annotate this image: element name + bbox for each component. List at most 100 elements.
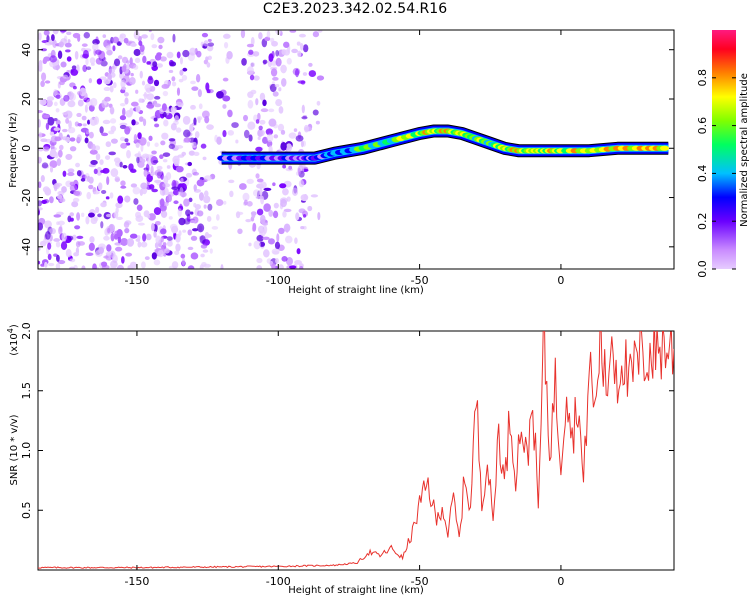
speckle-dot xyxy=(256,234,264,242)
speckle-dot xyxy=(130,183,138,188)
speckle-dot xyxy=(113,157,121,163)
speckle-dot xyxy=(307,205,313,212)
speckle-dot xyxy=(263,203,271,212)
speckle-dot xyxy=(76,134,82,142)
speckle-dot xyxy=(61,232,67,242)
speckle-dot xyxy=(204,233,212,238)
speckle-dot xyxy=(100,202,107,208)
speckle-dot xyxy=(256,208,264,216)
speckle-dot xyxy=(114,242,122,246)
speckle-dot xyxy=(226,50,233,60)
speckle-dot xyxy=(65,49,71,53)
speckle-dot xyxy=(138,222,145,226)
speckle-dot xyxy=(183,129,191,138)
speckle-dot xyxy=(133,48,141,57)
speckle-dot xyxy=(58,41,64,48)
speckle-dot xyxy=(192,171,200,176)
speckle-dot xyxy=(48,262,55,267)
colorbar-tick-label: 0.8 xyxy=(696,69,709,87)
speckle-dot xyxy=(259,181,267,189)
speckle-dot xyxy=(108,68,116,74)
speckle-dot xyxy=(90,143,96,151)
speckle-dot xyxy=(38,59,43,69)
speckle-dot xyxy=(299,42,304,51)
speckle-dot xyxy=(130,72,134,77)
speckle-dot xyxy=(104,96,111,102)
speckle-dot xyxy=(122,107,126,117)
speckle-dot xyxy=(120,238,129,246)
speckle-dot xyxy=(189,47,197,56)
speckle-dot xyxy=(154,103,162,108)
speckle-dot xyxy=(252,51,260,57)
speckle-dot xyxy=(110,125,117,132)
speckle-dot xyxy=(38,32,42,41)
speckle-dot xyxy=(222,95,231,102)
speckle-dot xyxy=(270,68,278,77)
speckle-dot xyxy=(200,143,207,149)
speckle-dot xyxy=(190,220,196,224)
speckle-dot xyxy=(181,74,188,81)
bottom-ytick-label: 0.5 xyxy=(20,502,33,520)
speckle-dot xyxy=(100,261,108,267)
speckle-dot xyxy=(190,104,196,110)
speckle-dot xyxy=(77,241,86,246)
speckle-dot xyxy=(245,218,252,223)
speckle-dot xyxy=(182,49,190,58)
speckle-dot xyxy=(124,97,129,105)
speckle-dot xyxy=(55,94,61,99)
speckle-dot xyxy=(156,165,163,170)
speckle-dot xyxy=(293,128,298,132)
speckle-dot xyxy=(103,78,111,85)
speckle-dot xyxy=(172,189,180,196)
speckle-dot xyxy=(89,131,94,139)
speckle-dot xyxy=(251,213,256,219)
speckle-dot xyxy=(86,191,92,200)
speckle-dot xyxy=(297,167,301,175)
speckle-dot xyxy=(223,33,231,39)
speckle-dot xyxy=(176,51,181,59)
speckle-dot xyxy=(260,228,266,237)
speckle-dot xyxy=(247,91,254,99)
speckle-dot xyxy=(229,190,234,198)
speckle-dot xyxy=(259,187,263,197)
speckle-dot xyxy=(201,32,209,38)
speckle-dot xyxy=(57,220,65,226)
speckle-dot xyxy=(295,135,304,142)
speckle-dot xyxy=(96,166,103,176)
speckle-dot xyxy=(196,50,202,58)
speckle-dot xyxy=(235,139,239,144)
speckle-dot xyxy=(45,99,53,108)
speckle-dot xyxy=(55,119,61,126)
speckle-dot xyxy=(151,188,159,193)
speckle-dot xyxy=(257,112,261,121)
speckle-dot xyxy=(188,150,195,156)
speckle-dot xyxy=(59,197,66,203)
speckle-dot xyxy=(38,200,42,207)
speckle-dot xyxy=(308,70,317,77)
speckle-dot xyxy=(285,235,293,244)
speckle-dot xyxy=(117,195,124,204)
speckle-dot xyxy=(144,83,152,92)
speckle-dot xyxy=(169,61,177,67)
bottom-ytick-label: 2.0 xyxy=(20,322,33,340)
speckle-dot xyxy=(316,75,325,81)
speckle-dot xyxy=(190,235,198,241)
speckle-dot xyxy=(247,121,256,130)
speckle-dot xyxy=(154,220,161,226)
speckle-dot xyxy=(109,85,114,93)
speckle-dot xyxy=(176,87,181,96)
colorbar: 0.0 0.2 0.4 0.6 0.8 Normalized spectral ampl… xyxy=(696,30,750,278)
speckle-dot xyxy=(139,188,144,196)
top-ytick-label: -40 xyxy=(20,238,33,256)
speckle-dot xyxy=(174,115,179,122)
speckle-dot xyxy=(74,50,79,60)
speckle-dot xyxy=(103,235,110,241)
speckle-dot xyxy=(207,42,215,47)
speckle-dot xyxy=(206,62,211,68)
speckle-dot xyxy=(57,50,63,60)
speckle-dot xyxy=(38,222,44,231)
speckle-dot xyxy=(282,210,287,218)
speckle-dot xyxy=(262,236,270,241)
speckle-dot xyxy=(272,91,279,97)
speckle-dot xyxy=(171,81,177,87)
